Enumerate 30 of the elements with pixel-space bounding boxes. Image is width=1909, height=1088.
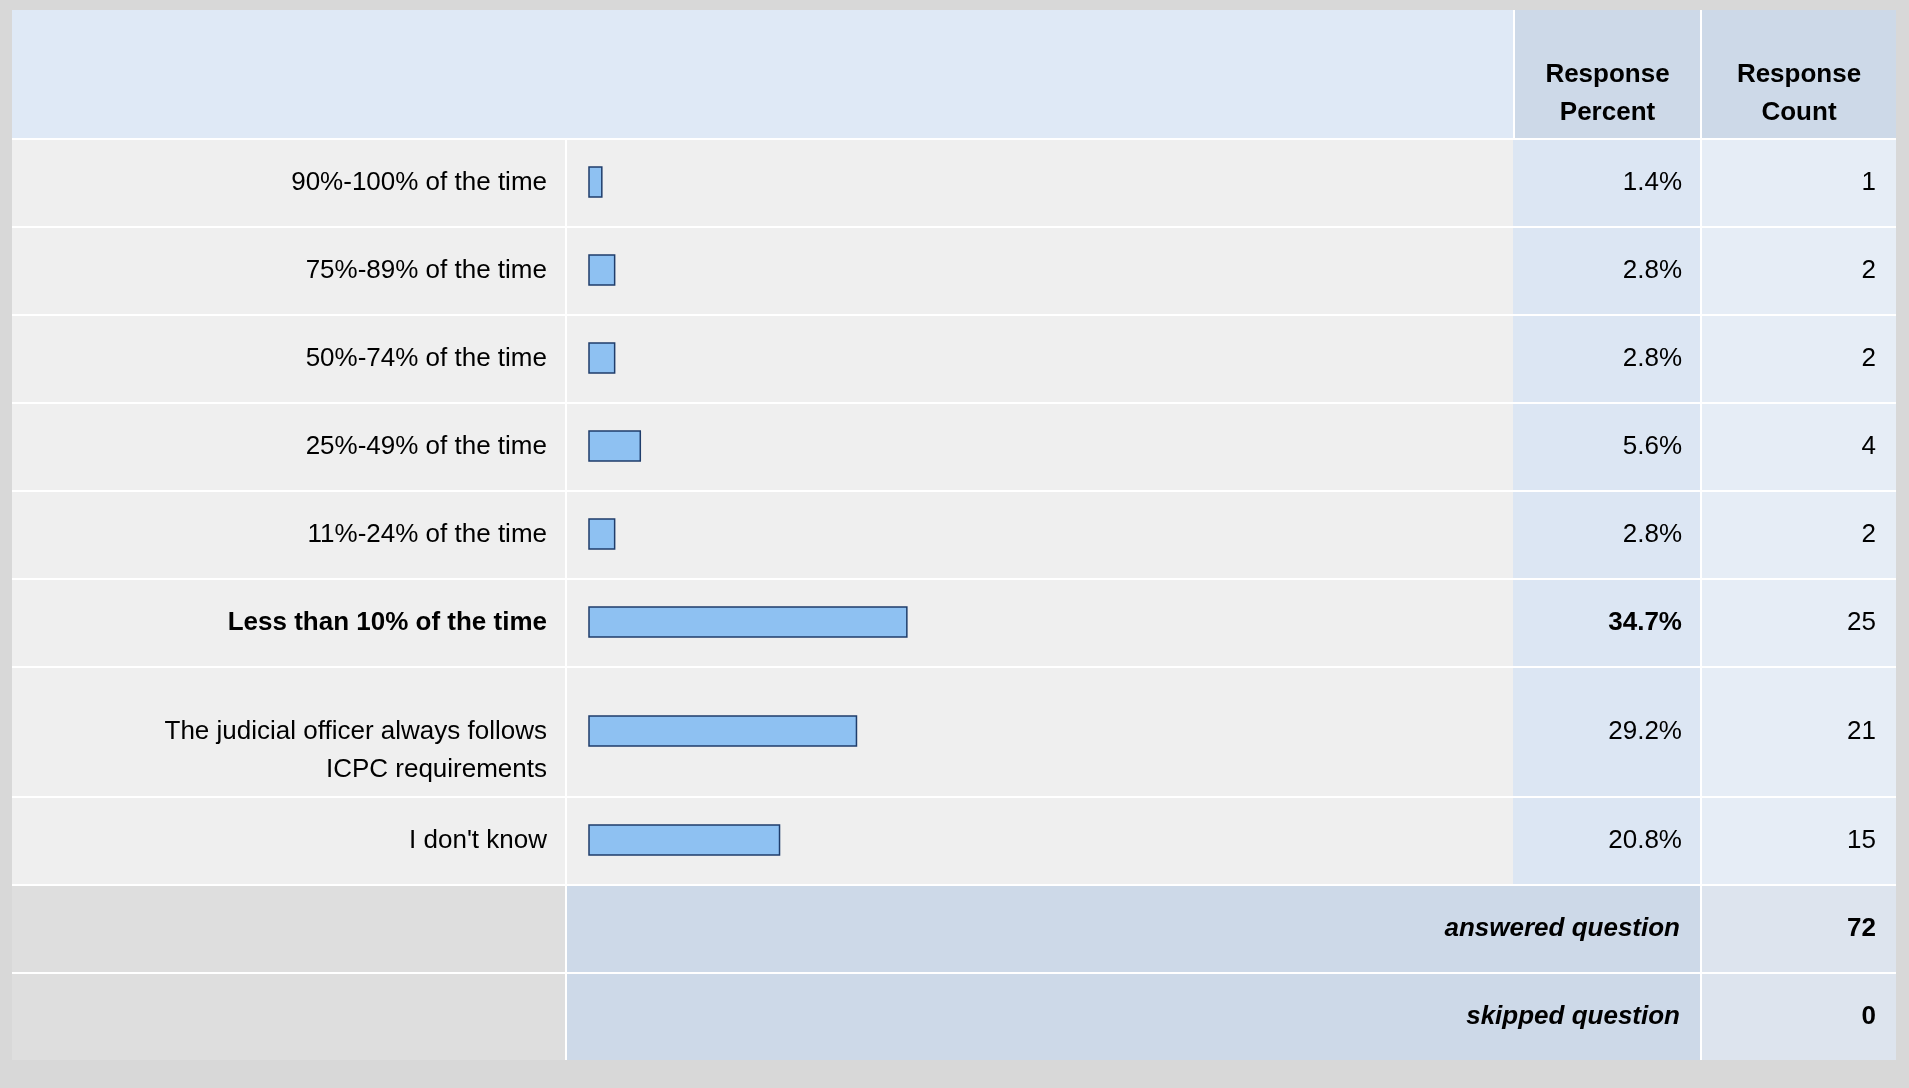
data-label: 2.8%: [1622, 342, 1682, 372]
data-label: 2.8%: [1622, 518, 1682, 548]
y-tick-label: The judicial officer always follows ICPC requirements: [164, 715, 547, 783]
y-tick-label: 11%-24% of the time: [307, 518, 547, 548]
data-label: 34.7%: [1608, 606, 1682, 636]
data-label: 5.6%: [1622, 430, 1682, 460]
text: 0: [1861, 1000, 1876, 1030]
y-tick-label: I don't know: [409, 824, 548, 854]
text: 21: [1847, 715, 1876, 745]
text: skipped question: [1466, 1000, 1680, 1030]
text: 15: [1847, 824, 1876, 854]
y-tick-label: 90%-100% of the time: [291, 166, 547, 196]
text: 2: [1861, 518, 1876, 548]
text: 2: [1861, 342, 1876, 372]
data-label: 1.4%: [1622, 166, 1682, 196]
text: Response Count: [1736, 58, 1862, 126]
y-tick-label: 50%-74% of the time: [305, 342, 547, 372]
y-tick-label: 75%-89% of the time: [305, 254, 547, 284]
data-label: 20.8%: [1608, 824, 1682, 854]
text: answered question: [1444, 912, 1680, 942]
text: Response Percent: [1545, 58, 1670, 126]
data-label: 29.2%: [1608, 715, 1682, 745]
text: 1: [1861, 166, 1876, 196]
text: 4: [1861, 430, 1876, 460]
text: 72: [1847, 912, 1876, 942]
text: 25: [1847, 606, 1876, 636]
data-label: 2.8%: [1622, 254, 1682, 284]
text: 2: [1861, 254, 1876, 284]
y-tick-label: 25%-49% of the time: [305, 430, 547, 460]
y-tick-label: Less than 10% of the time: [227, 606, 547, 636]
